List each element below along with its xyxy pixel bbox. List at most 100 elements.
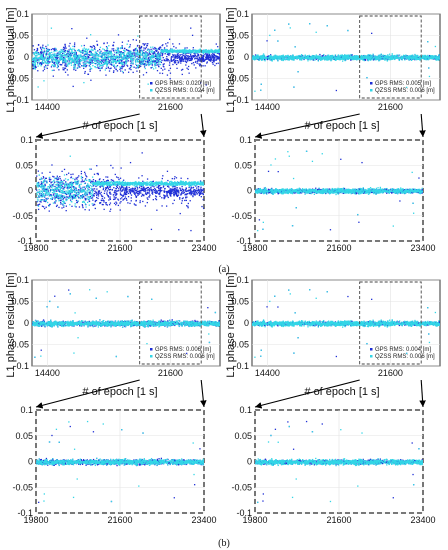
point-qzss-a-left-top	[42, 58, 45, 60]
point-gps-a-left-top	[73, 44, 76, 46]
point-qzss-a-left-top	[55, 62, 57, 64]
point-qzss-a-left-top	[53, 59, 55, 61]
point-gps-a-left-top	[84, 56, 87, 58]
point-qzss-a-left-top	[204, 50, 206, 53]
point-gps-a-left-top	[89, 63, 92, 65]
point-gps-a-left-top	[65, 63, 67, 65]
point-gps-a-left-top	[161, 54, 164, 56]
point-qzss-a-right-top	[396, 54, 398, 56]
point-gps-a-left-top	[147, 61, 150, 63]
points-a-right-top	[252, 23, 440, 92]
point-gps-a-left-top	[120, 51, 122, 53]
point-qzss-a-right-top	[275, 54, 277, 57]
point-qzss-a-left-top	[122, 58, 124, 60]
point-qzss-a-right-top	[289, 55, 292, 57]
point-gps-a-left-top	[146, 44, 149, 47]
point-qzss-a-left-top	[94, 56, 96, 58]
point-gps-a-left-top	[187, 68, 189, 71]
point-qzss-a-left-top	[34, 68, 36, 70]
point-qzss-a-left-top	[87, 54, 89, 56]
point-qzss-a-left-top	[72, 48, 74, 50]
point-gps-a-left-top	[161, 59, 163, 62]
point-qzss-a-right-top	[257, 57, 259, 59]
point-qzss-a-left-top	[126, 53, 128, 56]
point-qzss-a-right-top	[263, 57, 266, 59]
point-qzss-a-right-top	[288, 23, 290, 25]
point-qzss-a-right-top	[391, 55, 393, 57]
point-qzss-a-left-top	[52, 58, 55, 60]
point-qzss-a-left-top	[139, 60, 142, 62]
point-qzss-a-left-top	[96, 58, 98, 60]
point-qzss-a-left-top	[41, 55, 44, 58]
point-gps-a-left-top	[99, 69, 101, 72]
point-qzss-a-right-top	[287, 57, 289, 59]
point-gps-a-right-top	[303, 58, 305, 61]
point-qzss-a-right-top	[254, 56, 256, 58]
point-qzss-a-left-top	[171, 50, 174, 53]
point-qzss-a-left-top	[64, 55, 67, 57]
point-qzss-a-right-top	[344, 55, 347, 57]
point-qzss-a-left-top	[117, 52, 119, 55]
point-qzss-a-left-top	[203, 51, 205, 54]
point-gps-a-left-top	[83, 54, 86, 56]
point-qzss-a-left-top	[206, 50, 209, 52]
point-gps-a-left-top	[193, 52, 195, 55]
point-gps-a-left-top	[54, 61, 56, 64]
point-gps-a-left-top	[32, 64, 35, 66]
point-qzss-a-left-top	[181, 51, 183, 53]
point-gps-a-left-top	[216, 56, 218, 58]
point-qzss-a-right-top	[423, 55, 425, 57]
point-qzss-a-left-top	[158, 61, 160, 63]
point-qzss-a-left-top	[83, 59, 85, 61]
point-qzss-a-left-top	[81, 59, 83, 62]
point-gps-a-left-top	[90, 61, 92, 64]
point-qzss-a-right-top	[390, 56, 393, 58]
point-qzss-a-right-top	[313, 57, 315, 60]
point-qzss-a-left-top	[57, 61, 59, 63]
point-qzss-a-left-top	[150, 46, 152, 48]
point-gps-a-left-top	[100, 62, 103, 64]
point-qzss-a-left-top	[109, 53, 111, 55]
point-gps-a-right-top	[350, 59, 352, 61]
point-qzss-a-left-top	[126, 43, 128, 45]
point-gps-a-left-top	[69, 52, 72, 54]
point-qzss-a-left-top	[106, 63, 108, 65]
point-gps-a-left-top	[148, 52, 151, 54]
point-qzss-a-left-top	[93, 56, 95, 58]
point-qzss-a-left-top	[75, 56, 78, 58]
point-qzss-a-right-top	[366, 55, 368, 58]
point-qzss-a-left-top	[119, 55, 121, 57]
point-gps-a-left-top	[143, 49, 145, 51]
point-qzss-a-right-top	[391, 58, 394, 60]
point-gps-a-left-top	[207, 58, 209, 60]
point-gps-a-left-top	[164, 53, 166, 55]
point-gps-a-left-top	[188, 55, 191, 58]
point-qzss-a-left-top	[115, 57, 118, 60]
point-qzss-a-left-top	[113, 60, 115, 63]
point-gps-a-left-top	[55, 58, 58, 60]
point-qzss-a-left-top	[120, 58, 122, 61]
point-gps-a-left-top	[45, 45, 47, 48]
point-qzss-a-left-top	[173, 50, 176, 52]
point-qzss-a-left-top	[51, 51, 53, 54]
point-qzss-a-left-top	[159, 57, 162, 60]
point-gps-a-left-top	[69, 53, 71, 55]
point-gps-a-right-top	[404, 58, 406, 60]
point-gps-a-left-top	[32, 63, 34, 66]
point-gps-a-left-top	[155, 55, 158, 57]
point-gps-a-left-top	[197, 55, 199, 57]
point-qzss-a-left-top	[49, 61, 52, 63]
point-qzss-a-right-top	[416, 54, 418, 57]
point-qzss-a-left-top	[54, 50, 57, 52]
point-qzss-a-left-top	[139, 52, 142, 54]
point-qzss-a-left-top	[33, 63, 35, 65]
point-qzss-a-left-top	[55, 61, 58, 63]
point-gps-a-left-top	[96, 43, 99, 46]
point-qzss-a-right-top	[328, 56, 331, 58]
point-gps-a-left-top	[138, 47, 141, 50]
point-qzss-a-right-top	[426, 56, 428, 59]
point-gps-a-left-top	[132, 71, 134, 74]
point-qzss-a-right-top	[330, 57, 332, 59]
point-qzss-a-right-top	[308, 54, 310, 57]
point-qzss-a-left-top	[217, 49, 219, 51]
